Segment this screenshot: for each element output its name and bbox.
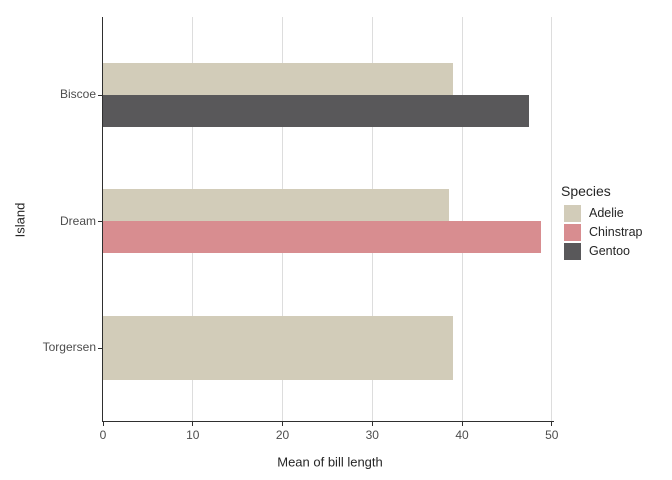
x-tick-mark — [371, 422, 373, 426]
y-tick-mark — [98, 94, 102, 96]
x-tick-mark — [461, 422, 463, 426]
legend-title: Species — [561, 183, 611, 199]
y-tick-label-torgersen: Torgersen — [42, 340, 96, 354]
y-tick-mark — [98, 221, 102, 222]
y-tick-mark — [98, 347, 102, 349]
x-tick-label: 20 — [275, 428, 290, 442]
x-tick-mark — [282, 422, 284, 426]
legend-entry-adelie: Adelie — [564, 204, 672, 223]
x-tick-label: 50 — [545, 428, 559, 442]
legend-swatch-adelie — [564, 204, 581, 222]
x-tick-mark — [551, 422, 553, 426]
x-tick-mark — [102, 422, 104, 426]
legend-label-chinstrap: Chinstrap — [589, 224, 643, 239]
y-tick-label-dream: Dream — [59, 213, 96, 228]
bar-biscoe-adelie — [103, 62, 453, 95]
legend-entry-chinstrap: Chinstrap — [564, 223, 672, 242]
y-tick-label-biscoe: Biscoe — [59, 87, 96, 101]
legend-swatch-chinstrap — [564, 223, 581, 241]
y-axis-line — [102, 17, 103, 422]
bar-dream-chinstrap — [103, 221, 542, 253]
bar-biscoe-gentoo — [103, 94, 530, 127]
x-tick-label: 10 — [186, 428, 200, 442]
x-axis-title: Mean of bill length — [277, 454, 383, 470]
legend-label-adelie: Adelie — [589, 205, 624, 220]
x-tick-label: 30 — [365, 428, 379, 442]
gridline — [461, 17, 463, 421]
y-axis-title: Island — [12, 202, 28, 238]
legend-label-gentoo: Gentoo — [589, 244, 631, 259]
x-tick-mark — [192, 422, 194, 426]
x-axis-line — [102, 421, 554, 422]
x-tick-label: 40 — [455, 428, 469, 442]
bar-torgersen-adelie — [103, 315, 453, 380]
legend-swatch-gentoo — [564, 243, 581, 261]
gridline — [551, 17, 553, 421]
legend-entry-gentoo: Gentoo — [564, 243, 672, 261]
x-tick-label: 0 — [99, 428, 107, 442]
bar-dream-adelie — [103, 189, 449, 221]
